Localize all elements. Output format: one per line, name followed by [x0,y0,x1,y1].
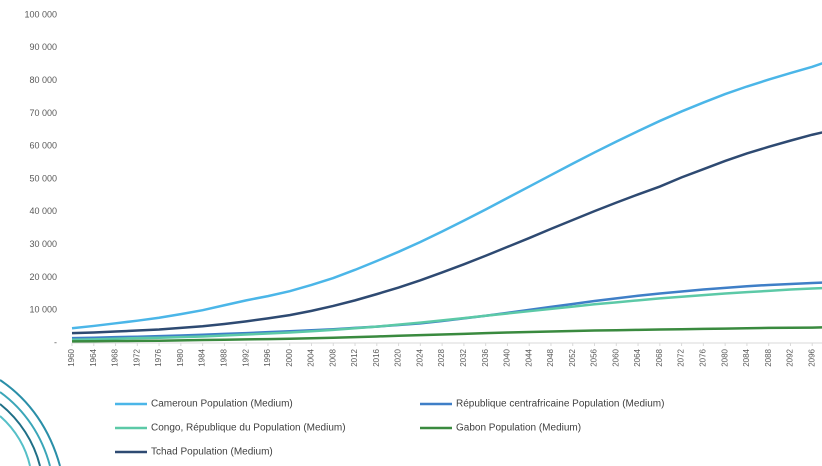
y-tick-label: 10 000 [29,305,57,315]
x-tick-label: 2032 [459,348,468,366]
y-tick-label: 40 000 [29,206,57,216]
y-tick-label: 60 000 [29,141,57,151]
x-tick-label: 1964 [89,348,98,366]
x-tick-label: 2012 [350,348,359,366]
x-tick-label: 2060 [611,348,620,366]
y-tick-label: 80 000 [29,75,57,85]
x-tick-label: 2056 [590,348,599,366]
x-tick-label: 1996 [263,348,272,366]
series-line [71,131,822,335]
decoration [0,379,61,466]
x-tick-label: 2044 [524,348,533,366]
x-tick-label: 1976 [154,348,163,366]
x-tick-label: 1988 [220,348,229,366]
x-tick-label: 2028 [437,348,446,366]
legend-label: Cameroun Population (Medium) [151,399,293,410]
x-tick-label: 2020 [394,348,403,366]
x-tick-label: 2036 [481,348,490,366]
x-tick-label: 2048 [546,348,555,366]
y-tick-label: 70 000 [29,108,57,118]
x-tick-label: 1980 [176,348,185,366]
x-tick-label: 1968 [111,348,120,366]
legend-label: Congo, République du Population (Medium) [151,423,346,434]
series-line [71,326,822,343]
y-tick-label: - [54,337,57,347]
y-tick-label: 30 000 [29,239,57,249]
y-tick-label: 90 000 [29,42,57,52]
x-tick-label: 2008 [328,348,337,366]
y-tick-label: 20 000 [29,272,57,282]
series-line [71,62,822,330]
legend-label: Tchad Population (Medium) [151,447,273,458]
x-tick-label: 2088 [764,348,773,366]
x-tick-label: 1992 [241,348,250,366]
y-tick-label: 100 000 [24,9,57,19]
x-tick-label: 2040 [503,348,512,366]
x-tick-label: 2092 [786,348,795,366]
x-tick-label: 2004 [307,348,316,366]
series-line [71,286,822,341]
x-tick-label: 2084 [742,348,751,366]
x-tick-label: 2000 [285,348,294,366]
legend-label: République centrafricaine Population (Me… [456,399,664,410]
x-tick-label: 2016 [372,348,381,366]
x-tick-label: 2096 [807,348,816,366]
x-tick-label: 2068 [655,348,664,366]
x-tick-label: 2024 [415,348,424,366]
x-tick-label: 2052 [568,348,577,366]
x-tick-label: 1960 [67,348,76,366]
x-tick-label: 2076 [698,348,707,366]
x-tick-label: 2072 [677,348,686,366]
x-tick-label: 2064 [633,348,642,366]
x-tick-label: 1984 [198,348,207,366]
y-tick-label: 50 000 [29,173,57,183]
x-tick-label: 2080 [720,348,729,366]
x-tick-label: 1972 [132,348,141,366]
legend-label: Gabon Population (Medium) [456,423,581,434]
plot: - 10 000 20 000 30 000 40 000 50 000 60 000 70 … [24,9,822,367]
